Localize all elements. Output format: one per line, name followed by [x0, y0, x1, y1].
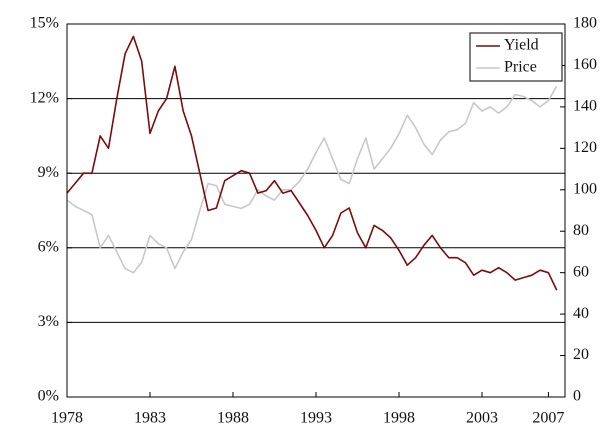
x-tick-label: 1993 — [300, 410, 332, 427]
y-tick-label: 15% — [30, 15, 59, 32]
x-tick-label: 2007 — [532, 410, 564, 427]
x-tick-label: 1988 — [217, 410, 249, 427]
y2-tick-label: 60 — [573, 263, 589, 280]
y2-tick-label: 80 — [573, 222, 589, 239]
line-series — [66, 85, 558, 274]
y2-tick-label: 180 — [573, 15, 597, 32]
x-tick-label: 2003 — [466, 410, 498, 427]
legend-box — [469, 32, 563, 82]
y2-tick-label: 20 — [573, 346, 589, 363]
line-series — [66, 35, 558, 291]
plot-frame — [66, 23, 566, 398]
legend-label: Price — [504, 59, 537, 76]
y2-tick-label: 140 — [573, 98, 597, 115]
y-tick-label: 0% — [38, 388, 59, 405]
legend-label: Yield — [504, 37, 539, 54]
y-tick-label: 3% — [38, 313, 59, 330]
x-tick-label: 1983 — [134, 410, 166, 427]
x-tick-label: 1998 — [383, 410, 415, 427]
y-tick-label: 6% — [38, 238, 59, 255]
y-tick-label: 9% — [38, 164, 59, 181]
y2-tick-label: 40 — [573, 305, 589, 322]
x-tick-label: 1978 — [51, 410, 83, 427]
y2-tick-label: 120 — [573, 139, 597, 156]
y2-tick-label: 0 — [573, 388, 581, 405]
y2-tick-label: 160 — [573, 56, 597, 73]
y2-tick-label: 100 — [573, 180, 597, 197]
y-tick-label: 12% — [30, 89, 59, 106]
